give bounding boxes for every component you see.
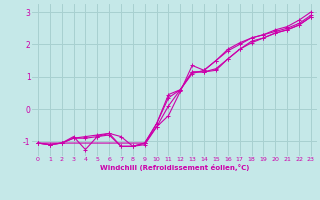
X-axis label: Windchill (Refroidissement éolien,°C): Windchill (Refroidissement éolien,°C) — [100, 164, 249, 171]
